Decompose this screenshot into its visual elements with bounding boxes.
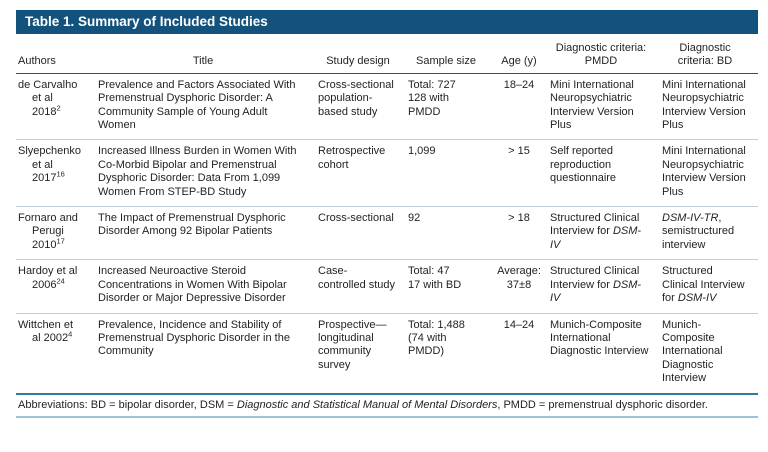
title-cell: Prevalence, Incidence and Stability of P… — [98, 318, 290, 358]
table-row: Hardoy et al 200624 Increased Neuroactive … — [16, 259, 758, 314]
age-cell: > 15 — [494, 139, 550, 208]
age-cell: 18–24 — [494, 73, 550, 141]
table-row: Fornaro and Perugi 201017 The Impact of Pre… — [16, 206, 758, 261]
table-title-bar: Table 1. Summary of Included Studies — [16, 10, 758, 34]
pmdd-cell: Structured Clinical Interview for DSM-IV — [550, 206, 662, 261]
bd-cell: Mini International Neuropsychiatric Inte… — [662, 139, 758, 208]
bd-cell: DSM-IV-TR, semistructured interview — [662, 206, 758, 261]
age-cell: > 18 — [494, 206, 550, 261]
sample-cell: 1,099 — [408, 139, 494, 208]
age-cell: 14–24 — [503, 318, 535, 331]
bd-cell: Munich-Composite International Diagnosti… — [662, 318, 723, 385]
abbreviations-note: Abbreviations: BD = bipolar disorder, DS… — [16, 392, 758, 418]
title-cell: Increased Neuroactive Steroid Concentrat… — [98, 259, 318, 314]
table-row: de Carvalho et al 20182 Prevalence and Fact… — [16, 73, 758, 141]
title-cell: Prevalence and Factors Associated With P… — [98, 73, 318, 141]
table-container: Table 1. Summary of Included Studies Aut… — [16, 10, 758, 418]
design-cell: Cross-sectional — [318, 206, 408, 261]
pmdd-cell: Munich-Composite International Diagnosti… — [550, 318, 649, 358]
design-cell: Cross-sectional population-based study — [318, 73, 408, 141]
sample-cell: Total: 1,488 (74 with PMDD) — [408, 318, 465, 358]
studies-table: Authors Title Study design Sample size Age (… — [16, 34, 758, 393]
title-cell: The Impact of Premenstrual Dysphoric Dis… — [98, 206, 318, 261]
pmdd-cell: Mini International Neuropsychiatric Inte… — [550, 73, 662, 141]
design-cell: Case-controlled study — [318, 259, 408, 314]
authors-cell: Slyepchenko et al 201716 — [16, 139, 98, 208]
sample-cell: Total: 47 17 with BD — [408, 259, 494, 314]
bd-cell: Mini International Neuropsychiatric Inte… — [662, 73, 758, 141]
age-cell: Average: 37±8 — [494, 259, 550, 314]
sample-cell: Total: 727 128 with PMDD — [408, 73, 494, 141]
table-row: Slyepchenko et al 201716 Increased Illness … — [16, 139, 758, 208]
sample-cell: 92 — [408, 206, 494, 261]
column-header-pmdd: Diagnostic criteria: PMDD — [550, 34, 662, 74]
authors-cell: Hardoy et al 200624 — [16, 259, 98, 314]
column-header-sample: Sample size — [408, 34, 494, 74]
column-header-age: Age (y) — [494, 34, 550, 74]
authors-cell: Wittchen et al 20024 — [18, 318, 74, 344]
table-row: Wittchen et al 20024 Prevalence, Incidence… — [16, 313, 758, 393]
design-cell: Prospective— longitudinal community surve… — [318, 318, 387, 371]
header-row: Authors Title Study design Sample size Age (… — [16, 34, 758, 74]
column-header-bd: Diagnostic criteria: BD — [662, 34, 758, 74]
pmdd-cell: Structured Clinical Interview for DSM-IV — [550, 259, 662, 314]
column-header-design: Study design — [318, 34, 408, 74]
pmdd-cell: Self reported reproduction questionnaire — [550, 139, 662, 208]
bd-cell: Structured Clinical Interview for DSM-IV — [662, 259, 758, 314]
title-cell: Increased Illness Burden in Women With C… — [98, 139, 318, 208]
authors-cell: de Carvalho et al 20182 — [16, 73, 98, 141]
design-cell: Retrospective cohort — [318, 139, 408, 208]
table-header: Authors Title Study design Sample size Age (… — [16, 34, 758, 74]
table-body: de Carvalho et al 20182 Prevalence and Fact… — [16, 73, 758, 392]
column-header-authors: Authors — [16, 34, 98, 74]
column-header-title: Title — [98, 34, 318, 74]
authors-cell: Fornaro and Perugi 201017 — [16, 206, 98, 261]
